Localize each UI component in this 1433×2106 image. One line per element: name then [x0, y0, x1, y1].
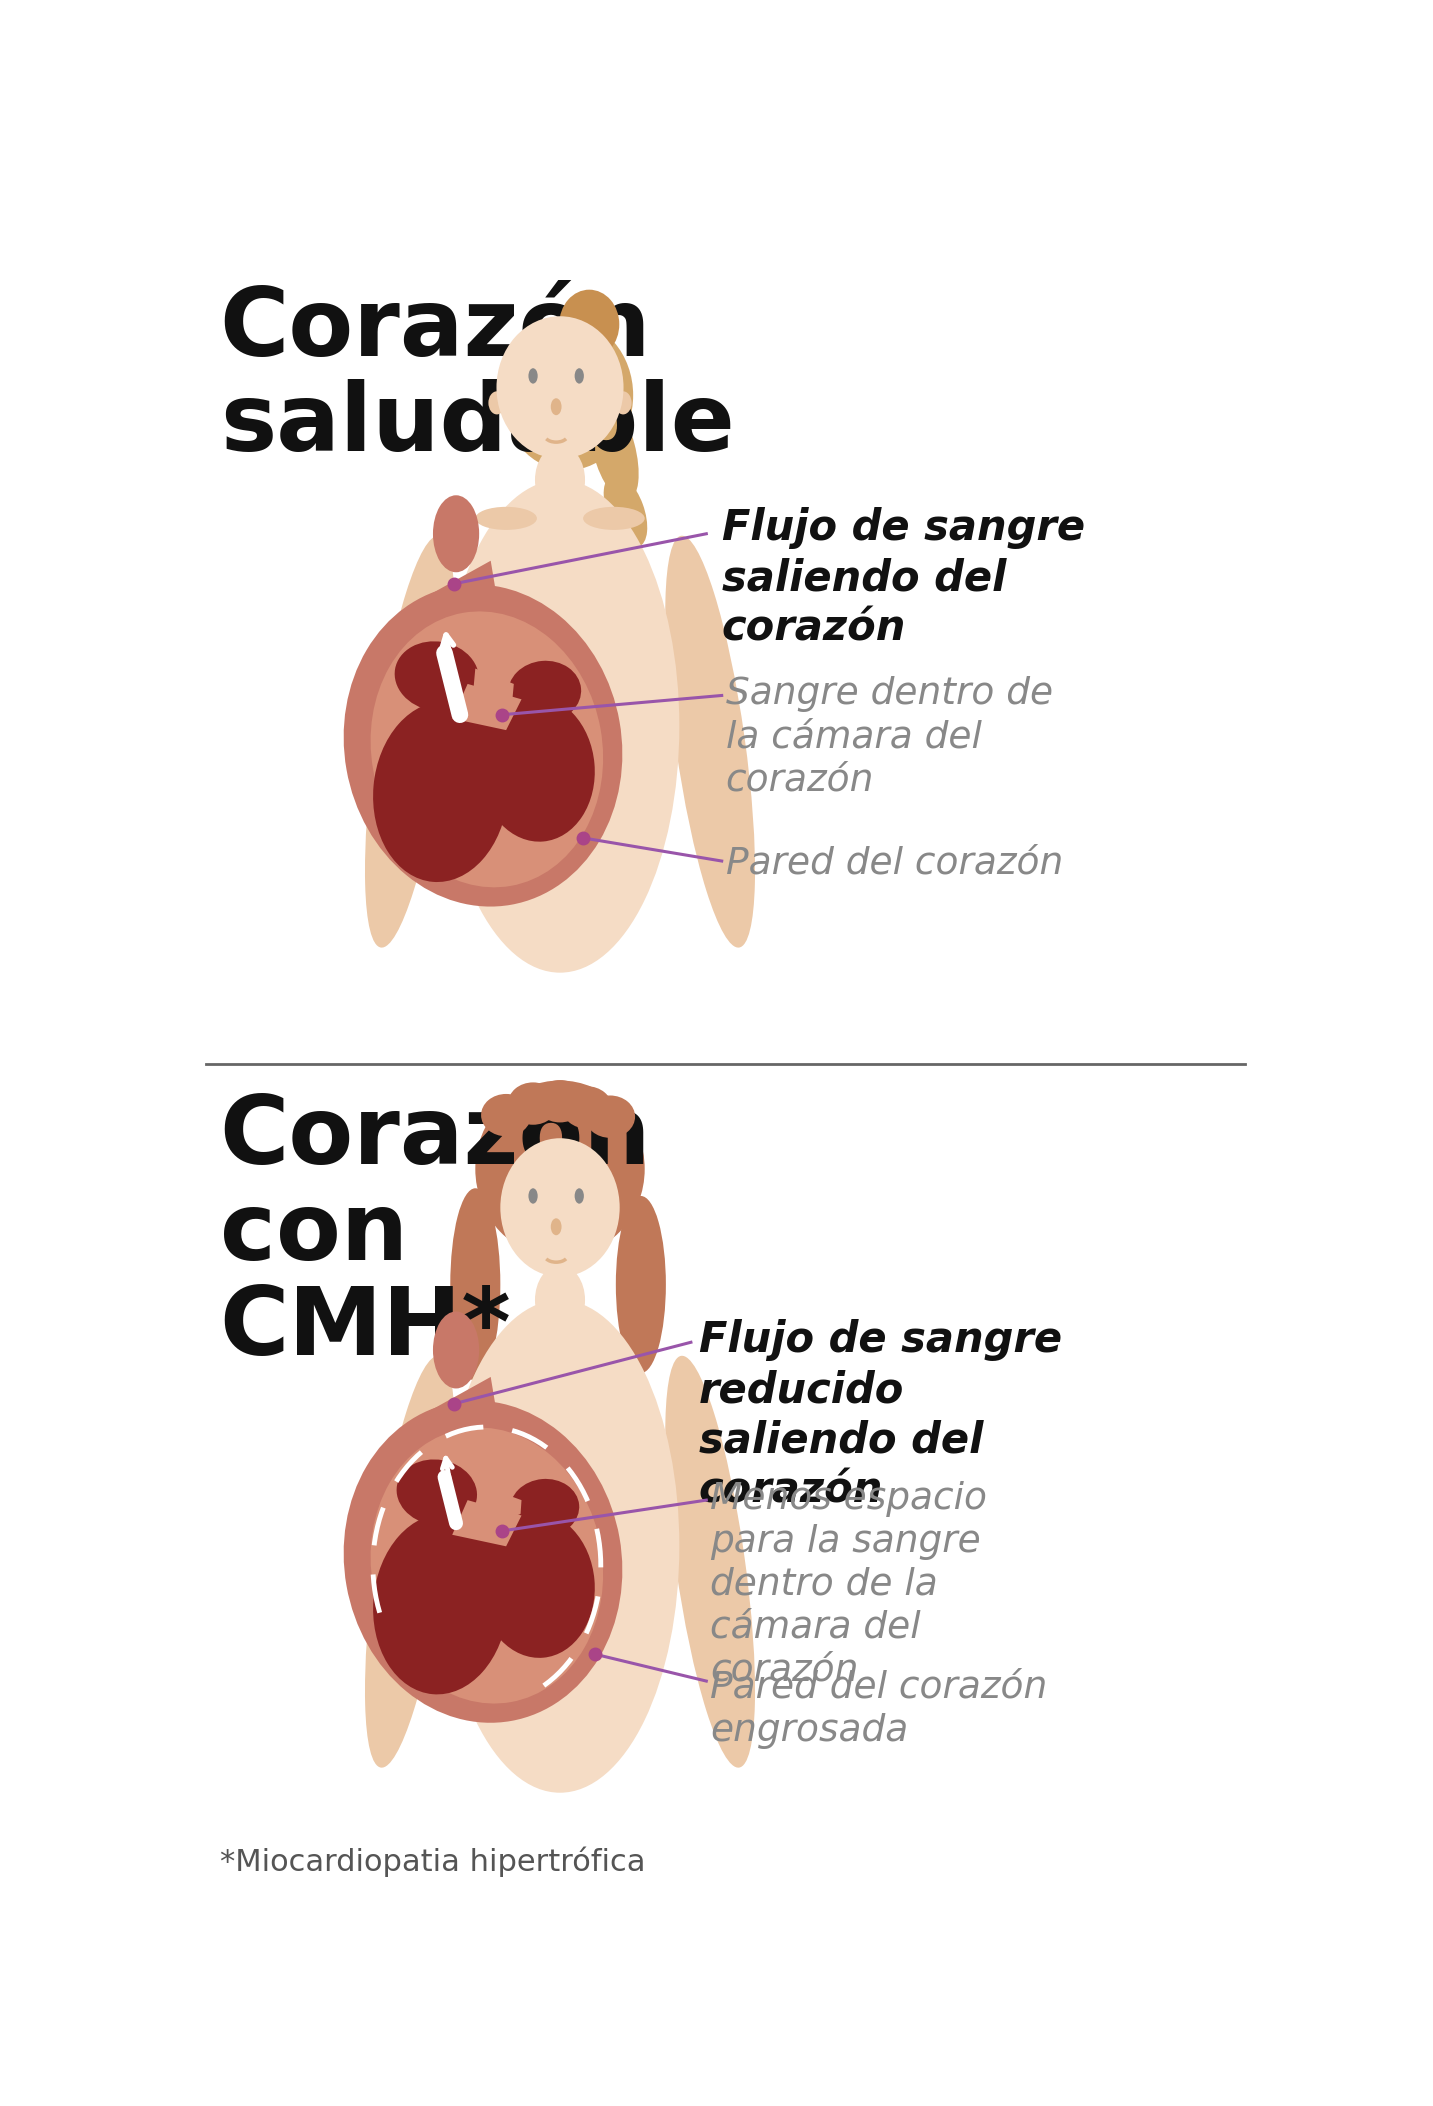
Ellipse shape	[585, 1095, 635, 1137]
Polygon shape	[467, 1485, 522, 1670]
Ellipse shape	[410, 1552, 476, 1664]
Ellipse shape	[433, 495, 479, 573]
Ellipse shape	[450, 1188, 500, 1382]
Ellipse shape	[665, 535, 755, 948]
Ellipse shape	[583, 508, 645, 531]
Ellipse shape	[476, 1080, 645, 1257]
Ellipse shape	[365, 1356, 454, 1767]
Ellipse shape	[535, 1080, 585, 1122]
Ellipse shape	[603, 474, 648, 548]
Polygon shape	[453, 1499, 522, 1546]
Ellipse shape	[510, 1478, 579, 1537]
Ellipse shape	[616, 1196, 666, 1373]
Polygon shape	[421, 1377, 499, 1462]
Ellipse shape	[373, 701, 509, 882]
Ellipse shape	[397, 1459, 477, 1525]
Ellipse shape	[479, 1512, 595, 1657]
Text: Flujo de sangre
reducido
saliendo del
corazón: Flujo de sangre reducido saliendo del co…	[699, 1318, 1062, 1512]
Text: Flujo de sangre
saliendo del
corazón: Flujo de sangre saliendo del corazón	[722, 508, 1085, 649]
Ellipse shape	[509, 661, 582, 722]
Ellipse shape	[481, 1093, 532, 1137]
Ellipse shape	[509, 1082, 557, 1125]
Ellipse shape	[535, 1266, 585, 1335]
Text: *Miocardiopatia hipertrófica: *Miocardiopatia hipertrófica	[219, 1847, 645, 1876]
Ellipse shape	[476, 508, 537, 531]
Ellipse shape	[502, 320, 633, 470]
Ellipse shape	[371, 1428, 603, 1704]
Ellipse shape	[575, 369, 583, 383]
Text: Pared del corazón
engrosada: Pared del corazón engrosada	[711, 1670, 1048, 1748]
Ellipse shape	[529, 369, 537, 383]
Ellipse shape	[535, 444, 585, 514]
Ellipse shape	[390, 724, 492, 868]
Ellipse shape	[479, 695, 595, 842]
Ellipse shape	[371, 611, 603, 887]
Ellipse shape	[575, 1188, 583, 1205]
Ellipse shape	[441, 480, 679, 973]
Text: Corazón
saludable: Corazón saludable	[219, 284, 735, 472]
Ellipse shape	[550, 1217, 562, 1236]
Ellipse shape	[615, 392, 632, 415]
Text: Menos espacio
para la sangre
dentro de la
cámara del
corazón: Menos espacio para la sangre dentro de l…	[711, 1481, 987, 1689]
Ellipse shape	[500, 1137, 619, 1276]
Ellipse shape	[441, 1299, 679, 1792]
Ellipse shape	[559, 291, 619, 358]
Ellipse shape	[589, 396, 639, 501]
Ellipse shape	[550, 398, 562, 415]
Polygon shape	[460, 668, 514, 853]
Polygon shape	[453, 684, 522, 731]
Text: Corazón
con
CMH*: Corazón con CMH*	[219, 1093, 651, 1375]
Ellipse shape	[562, 1087, 612, 1129]
Text: Sangre dentro de
la cámara del
corazón: Sangre dentro de la cámara del corazón	[725, 676, 1053, 798]
Ellipse shape	[529, 1188, 537, 1205]
Ellipse shape	[665, 1356, 755, 1767]
Ellipse shape	[373, 1514, 509, 1695]
Ellipse shape	[489, 392, 506, 415]
Ellipse shape	[394, 642, 479, 712]
Ellipse shape	[344, 585, 622, 906]
Text: Pared del corazón: Pared del corazón	[725, 847, 1063, 882]
Ellipse shape	[365, 535, 454, 948]
Polygon shape	[421, 560, 499, 644]
Ellipse shape	[344, 1400, 622, 1723]
Ellipse shape	[433, 1312, 479, 1388]
Ellipse shape	[496, 316, 623, 459]
